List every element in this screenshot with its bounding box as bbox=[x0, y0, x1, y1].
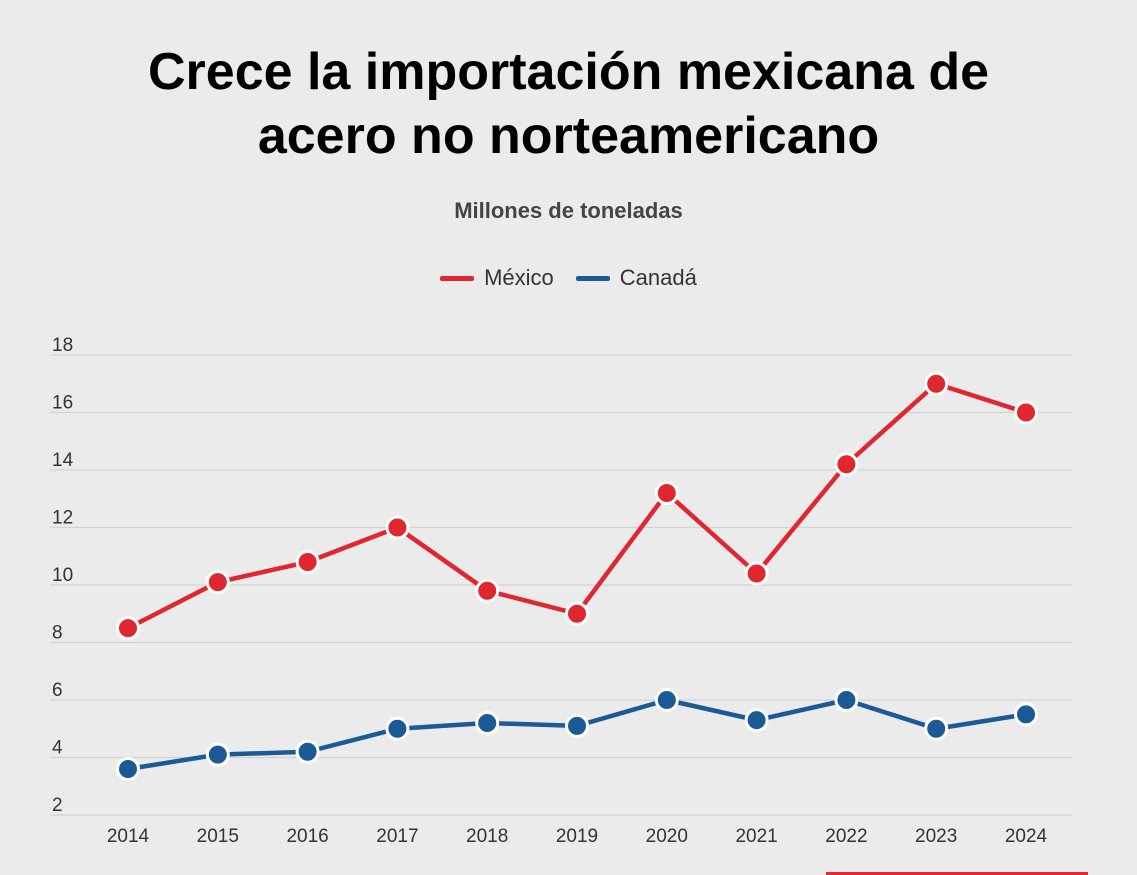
legend-label-canada: Canadá bbox=[619, 265, 697, 290]
data-point-canada-2022 bbox=[834, 688, 859, 712]
y-tick-label-14: 14 bbox=[52, 450, 74, 471]
data-point-mexico-2014 bbox=[116, 616, 140, 641]
series-line-mexico bbox=[125, 381, 1029, 631]
data-point-mexico-2022 bbox=[834, 452, 859, 477]
data-point-mexico-2021 bbox=[744, 561, 769, 586]
y-tick-label-6: 6 bbox=[52, 680, 63, 701]
data-point-mexico-2016 bbox=[295, 550, 320, 574]
legend-swatch-canada bbox=[575, 275, 610, 281]
x-tick-label-2020: 2020 bbox=[646, 826, 688, 847]
data-point-canada-2016 bbox=[295, 739, 320, 764]
legend: México Canadá bbox=[0, 265, 1137, 291]
x-tick-label-2015: 2015 bbox=[197, 826, 239, 847]
data-point-mexico-2018 bbox=[475, 578, 500, 603]
data-point-canada-2015 bbox=[205, 742, 230, 767]
y-tick-label-4: 4 bbox=[52, 738, 63, 759]
x-tick-label-2023: 2023 bbox=[915, 826, 957, 847]
title-line-1: Crece la importación mexicana de bbox=[147, 43, 989, 101]
y-tick-label-12: 12 bbox=[52, 508, 73, 529]
legend-label-mexico: México bbox=[484, 265, 554, 290]
legend-item-mexico: México bbox=[440, 265, 554, 291]
x-tick-label-2016: 2016 bbox=[286, 826, 328, 847]
data-point-canada-2021 bbox=[744, 708, 769, 733]
legend-item-canada: Canadá bbox=[575, 265, 697, 291]
x-tick-label-2017: 2017 bbox=[376, 826, 418, 847]
data-point-canada-2017 bbox=[385, 716, 410, 741]
data-point-mexico-2020 bbox=[654, 481, 679, 505]
decorative-bottom-bar bbox=[826, 872, 1088, 875]
y-tick-label-10: 10 bbox=[52, 565, 73, 586]
data-point-mexico-2019 bbox=[565, 601, 589, 626]
title-line-2: acero no norteamericano bbox=[257, 107, 880, 165]
x-tick-label-2018: 2018 bbox=[466, 826, 508, 847]
x-tick-label-2014: 2014 bbox=[107, 826, 150, 847]
data-point-canada-2023 bbox=[924, 716, 949, 741]
data-point-canada-2018 bbox=[475, 711, 500, 735]
data-point-mexico-2017 bbox=[385, 515, 410, 540]
data-point-canada-2020 bbox=[654, 688, 679, 712]
legend-swatch-mexico bbox=[440, 275, 475, 281]
data-point-mexico-2023 bbox=[924, 371, 949, 396]
chart-title: Crece la importación mexicana de acero n… bbox=[0, 40, 1137, 168]
x-tick-label-2022: 2022 bbox=[825, 826, 867, 847]
x-tick-label-2019: 2019 bbox=[556, 826, 598, 847]
data-point-canada-2014 bbox=[116, 757, 140, 781]
x-tick-label-2021: 2021 bbox=[735, 826, 777, 847]
data-point-mexico-2015 bbox=[205, 570, 230, 595]
data-point-canada-2024 bbox=[1014, 702, 1038, 727]
y-tick-label-16: 16 bbox=[52, 393, 73, 414]
y-tick-label-8: 8 bbox=[52, 623, 63, 644]
chart-subtitle: Millones de toneladas bbox=[454, 198, 683, 223]
y-tick-label-2: 2 bbox=[52, 795, 63, 816]
data-point-mexico-2024 bbox=[1014, 400, 1038, 425]
y-tick-label-18: 18 bbox=[52, 335, 73, 356]
data-point-canada-2019 bbox=[565, 713, 589, 738]
x-tick-label-2024: 2024 bbox=[1005, 826, 1048, 847]
